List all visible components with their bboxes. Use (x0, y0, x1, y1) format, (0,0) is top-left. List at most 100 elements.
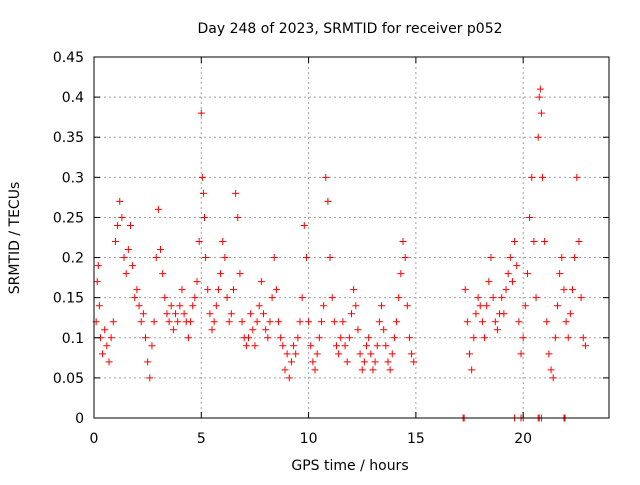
data-point (279, 342, 287, 350)
data-point (247, 310, 255, 318)
data-point (214, 286, 222, 294)
data-point (564, 334, 572, 342)
data-point (287, 358, 295, 366)
data-point (498, 294, 506, 302)
data-point (193, 278, 201, 286)
data-point (99, 350, 107, 358)
data-point (212, 302, 220, 310)
data-point (382, 342, 390, 350)
data-point (566, 310, 574, 318)
data-point (489, 294, 497, 302)
data-point (397, 270, 405, 278)
data-point (133, 286, 141, 294)
data-point (283, 350, 291, 358)
data-point (236, 270, 244, 278)
plot-frame (93, 56, 610, 419)
data-point (189, 302, 197, 310)
data-point (371, 358, 379, 366)
data-point (330, 318, 338, 326)
data-point (343, 358, 351, 366)
y-tick-label: 0.05 (53, 371, 84, 387)
data-point (463, 318, 471, 326)
data-point (111, 238, 119, 246)
data-point (223, 294, 231, 302)
data-point (350, 286, 358, 294)
data-point (322, 173, 330, 181)
data-point (198, 173, 206, 181)
data-point (178, 286, 186, 294)
x-axis-title: GPS time / hours (291, 458, 408, 474)
data-point (317, 318, 325, 326)
data-point (296, 318, 304, 326)
data-point (328, 294, 336, 302)
data-point (360, 358, 368, 366)
data-point (384, 358, 392, 366)
data-point (569, 286, 577, 294)
data-point (483, 302, 491, 310)
y-tick-label: 0.3 (62, 170, 84, 186)
data-point (234, 213, 242, 221)
data-point (165, 318, 173, 326)
data-point (547, 366, 555, 374)
data-point (528, 173, 536, 181)
data-point (373, 342, 381, 350)
data-point (187, 318, 195, 326)
data-point (478, 318, 486, 326)
data-point (315, 334, 323, 342)
data-point (275, 318, 283, 326)
data-point (339, 318, 347, 326)
data-point (277, 334, 285, 342)
data-point (232, 189, 240, 197)
data-point (337, 334, 345, 342)
data-point (94, 262, 102, 270)
data-point (474, 294, 482, 302)
data-point (148, 342, 156, 350)
data-point (311, 366, 319, 374)
data-point (103, 342, 111, 350)
data-point (120, 254, 128, 262)
data-point (393, 318, 401, 326)
data-point (268, 294, 276, 302)
data-point (519, 334, 527, 342)
chart-title: Day 248 of 2023, SRMTID for receiver p05… (197, 21, 502, 37)
data-point (341, 342, 349, 350)
data-point (264, 334, 272, 342)
series-SRMTID (92, 85, 589, 382)
data-point (152, 254, 160, 262)
data-point (144, 358, 152, 366)
data-point (332, 342, 340, 350)
data-point (107, 334, 115, 342)
data-point (378, 302, 386, 310)
data-point (251, 342, 259, 350)
data-point (199, 189, 207, 197)
data-point (124, 246, 132, 254)
data-point (201, 213, 209, 221)
data-point (369, 366, 377, 374)
data-point (356, 350, 364, 358)
data-point (543, 318, 551, 326)
data-point (575, 238, 583, 246)
data-point (554, 302, 561, 310)
data-point (208, 326, 216, 334)
data-point (515, 318, 523, 326)
data-point (95, 302, 103, 310)
data-point (551, 334, 559, 342)
data-point (581, 342, 589, 350)
data-point (470, 334, 478, 342)
data-point (105, 358, 113, 366)
data-point (536, 85, 544, 93)
axis-ticks (93, 56, 609, 419)
data-point (221, 254, 229, 262)
data-point (109, 318, 117, 326)
data-point (204, 286, 212, 294)
data-point (126, 221, 134, 229)
data-point (253, 318, 261, 326)
data-point (176, 302, 184, 310)
data-point (468, 366, 476, 374)
data-point (511, 238, 519, 246)
data-point (513, 262, 521, 270)
data-point (191, 294, 199, 302)
y-tick-label: 0 (75, 411, 84, 427)
data-point (532, 294, 540, 302)
x-tick-labels: 0 5 10 15 20 (90, 431, 533, 447)
